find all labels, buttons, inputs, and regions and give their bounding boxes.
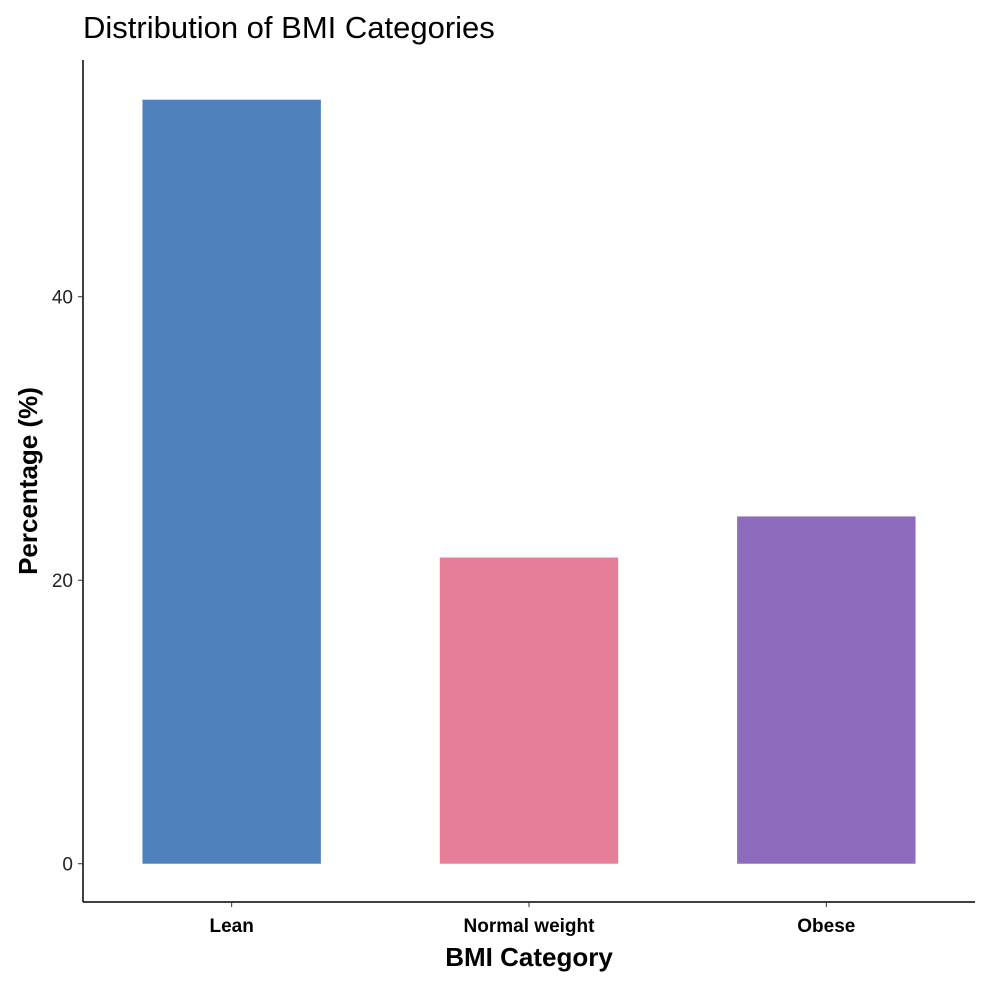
y-tick-label: 0 xyxy=(62,855,73,876)
chart-title: Distribution of BMI Categories xyxy=(83,10,495,45)
bar-obese xyxy=(737,516,916,864)
x-axis-label: BMI Category xyxy=(445,942,613,972)
bar-normal-weight xyxy=(439,557,619,864)
y-axis-label: Percentage (%) xyxy=(13,387,43,575)
y-tick-label: 20 xyxy=(52,571,73,592)
bar-lean xyxy=(142,99,321,864)
y-tick-label: 40 xyxy=(52,288,73,309)
x-tick-label: Obese xyxy=(797,916,855,937)
x-tick-label: Normal weight xyxy=(464,916,596,937)
x-tick-label: Lean xyxy=(209,916,253,937)
